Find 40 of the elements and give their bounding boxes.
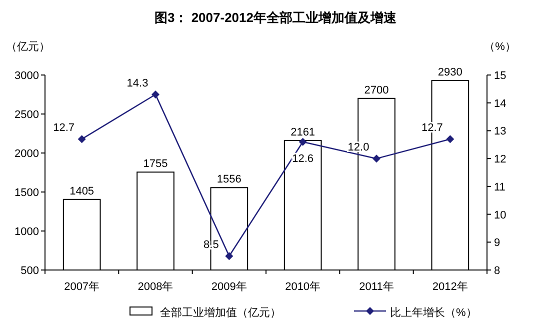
y-tick-label: 3000 bbox=[14, 70, 39, 82]
point bbox=[298, 138, 307, 146]
y2-tick-label: 15 bbox=[494, 70, 506, 82]
y-tick-label: 2000 bbox=[14, 148, 39, 160]
data-label: 2161 bbox=[290, 126, 316, 138]
data-label: 1556 bbox=[216, 174, 242, 186]
y-tick-label: 500 bbox=[20, 265, 39, 277]
point bbox=[78, 135, 86, 144]
y2-tick-label: 13 bbox=[494, 126, 506, 138]
y-tick-label: 1000 bbox=[14, 226, 39, 238]
point bbox=[372, 154, 380, 163]
y2-axis-title: （%） bbox=[484, 41, 516, 53]
y-tick-label: 1500 bbox=[14, 187, 39, 199]
y2-tick-label: 9 bbox=[494, 237, 500, 250]
data-label: 2700 bbox=[364, 84, 389, 96]
y-tick-label: 2500 bbox=[14, 109, 39, 121]
legend-label: 比上年增长（%） bbox=[390, 306, 477, 319]
point bbox=[152, 90, 160, 98]
data-label: 1755 bbox=[143, 158, 168, 170]
y2-tick-label: 14 bbox=[494, 98, 506, 110]
x-tick-label: 2012年 bbox=[432, 281, 468, 293]
data-label: 1405 bbox=[70, 185, 94, 198]
y2-tick-label: 10 bbox=[494, 209, 506, 222]
x-tick-label: 2010年 bbox=[285, 281, 321, 293]
data-label: 12.7 bbox=[53, 122, 75, 134]
data-label: 12.6 bbox=[292, 152, 314, 165]
x-tick-label: 2009年 bbox=[211, 281, 247, 293]
x-tick-label: 2007年 bbox=[64, 281, 100, 293]
y-axis-title: （亿元） bbox=[6, 41, 50, 53]
y2-tick-label: 11 bbox=[494, 181, 506, 194]
data-label: 14.3 bbox=[126, 78, 148, 90]
y2-tick-label: 8 bbox=[494, 265, 500, 277]
point bbox=[446, 135, 454, 144]
point bbox=[225, 252, 234, 260]
data-label: 2930 bbox=[438, 66, 462, 78]
x-tick-label: 2011年 bbox=[359, 281, 394, 293]
chart-title: 图3： 2007-2012年全部工业增加值及增速 bbox=[154, 10, 398, 25]
legend-label: 全部工业增加值（亿元） bbox=[160, 306, 281, 319]
x-tick-label: 2008年 bbox=[138, 281, 174, 293]
y2-tick-label: 12 bbox=[494, 154, 506, 166]
